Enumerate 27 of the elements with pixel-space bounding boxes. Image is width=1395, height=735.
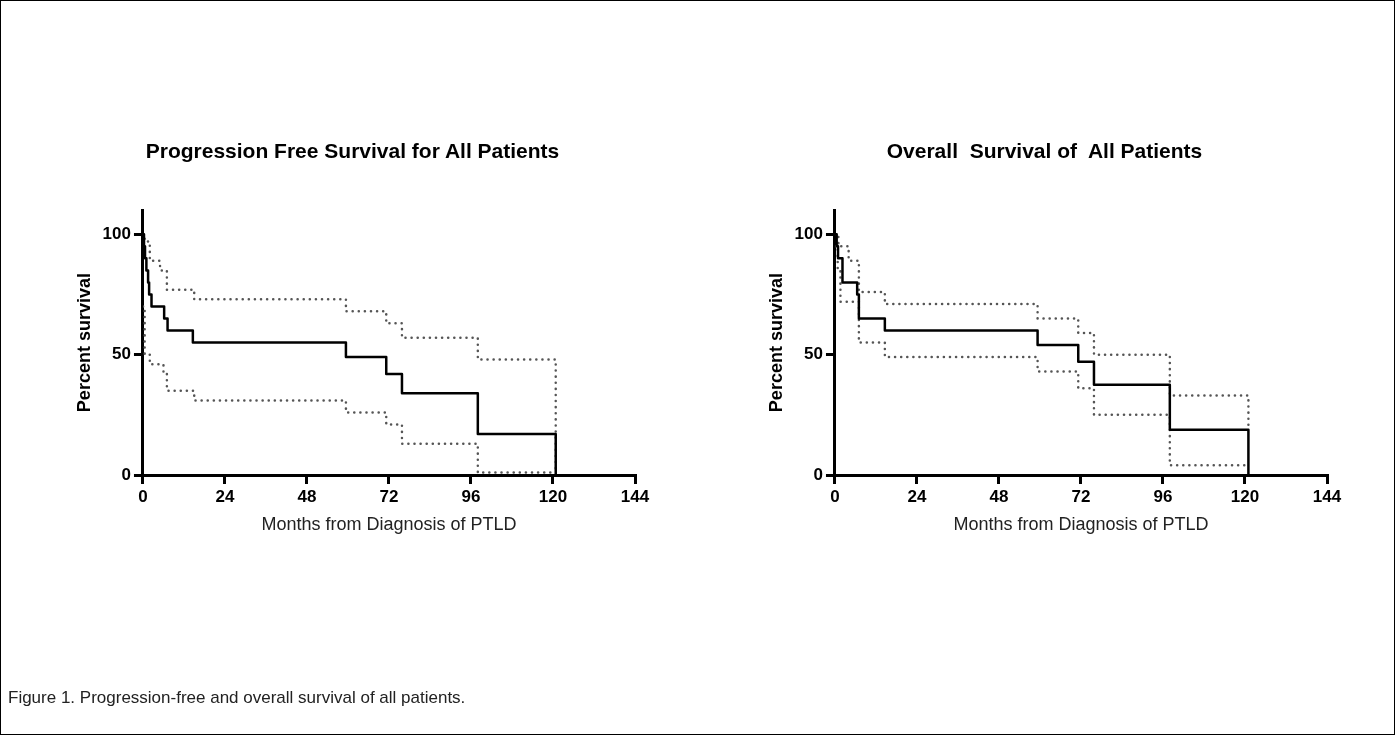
x-tick-label: 48 [989, 486, 1009, 506]
x-tick-label: 48 [297, 486, 317, 506]
x-tick-label: 96 [461, 486, 481, 506]
caption: Figure 1. Progression-free and overall survival of all patients. [8, 688, 466, 708]
x-tick-label: 144 [620, 486, 650, 506]
x-tick-label: 72 [379, 486, 399, 506]
y-tick-label: 0 [813, 464, 823, 484]
y-tick-label: 0 [121, 464, 131, 484]
x-tick-label: 120 [538, 486, 568, 506]
x-tick-label: 0 [830, 486, 840, 506]
x-tick-label: 24 [215, 486, 235, 506]
x-axis-title: Months from Diagnosis of PTLD [261, 514, 517, 535]
y-axis-title: Percent survival [765, 273, 786, 413]
y-tick-label: 50 [112, 344, 131, 364]
y-tick-label: 100 [102, 223, 131, 243]
chart-title: Progression Free Survival for All Patients [145, 139, 560, 163]
x-axis-title: Months from Diagnosis of PTLD [953, 514, 1209, 535]
chart-title: Overall Survival of All Patients [886, 139, 1203, 163]
x-tick-label: 144 [1312, 486, 1342, 506]
y-tick-label: 100 [794, 223, 823, 243]
x-tick-label: 72 [1071, 486, 1091, 506]
y-axis-title: Percent survival [73, 273, 94, 413]
x-tick-label: 96 [1153, 486, 1173, 506]
x-tick-label: 0 [138, 486, 148, 506]
x-tick-label: 120 [1230, 486, 1260, 506]
y-tick-label: 50 [804, 344, 823, 364]
x-tick-label: 24 [907, 486, 927, 506]
